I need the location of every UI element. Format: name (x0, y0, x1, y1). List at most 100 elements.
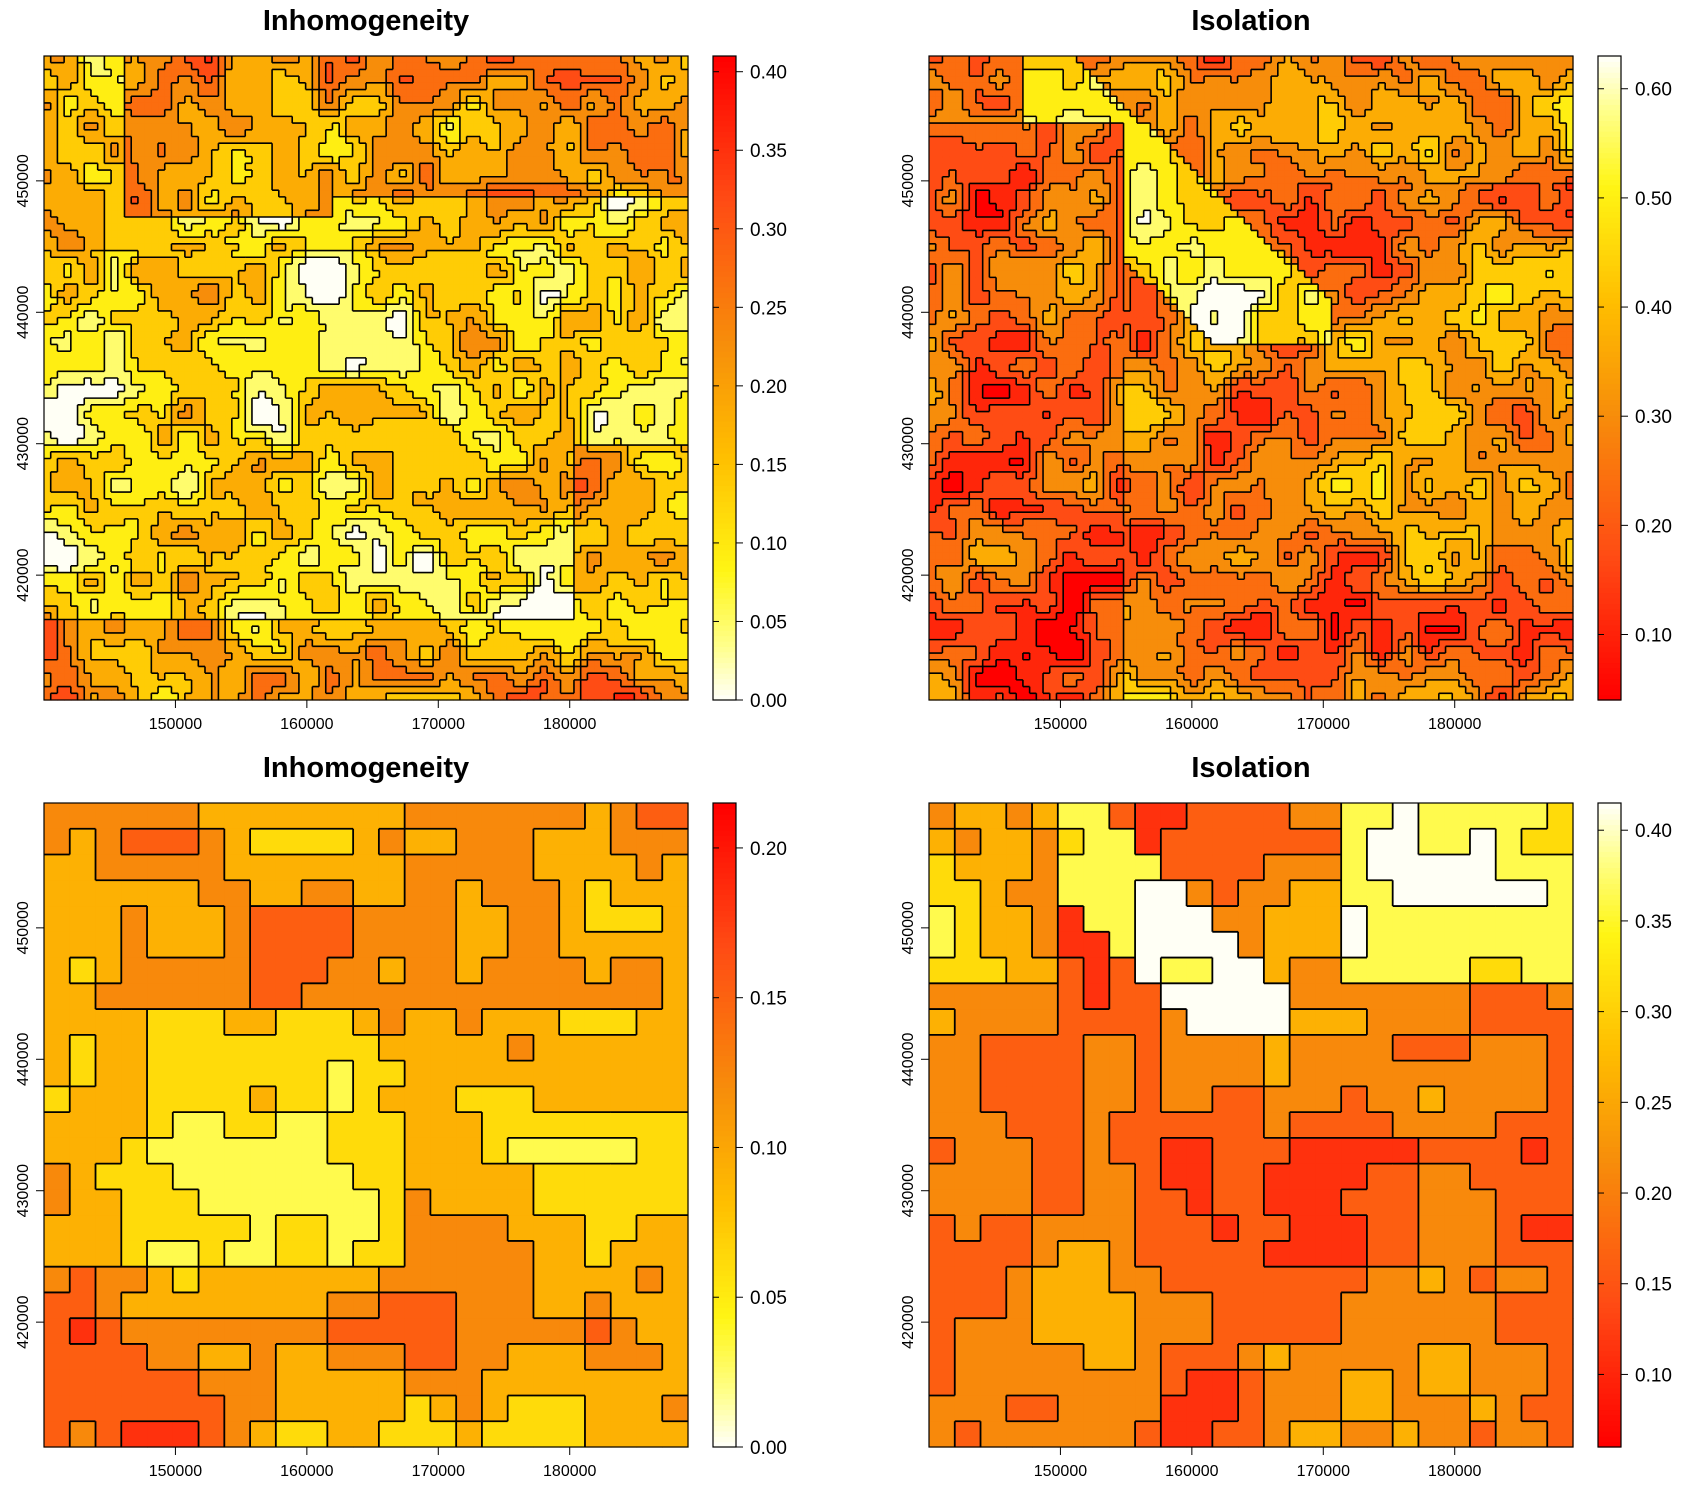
raster-cell (325, 257, 334, 265)
raster-cell (158, 552, 166, 560)
raster-cell (97, 471, 105, 480)
raster-cell (312, 411, 320, 419)
raster-cell (292, 451, 300, 460)
raster-cell (198, 203, 206, 211)
raster-cell (265, 592, 273, 600)
raster-cell (205, 585, 213, 594)
raster-cell (272, 170, 280, 178)
raster-cell (70, 438, 79, 446)
raster-cell (205, 62, 213, 71)
raster-cell (265, 673, 273, 681)
raster-cell (158, 69, 166, 77)
raster-cell (231, 512, 240, 520)
raster-cell (164, 545, 173, 554)
raster-cell (305, 599, 313, 607)
raster-cell (70, 579, 79, 587)
raster-cell (272, 398, 280, 406)
raster-cell (124, 398, 132, 406)
raster-cell (245, 492, 253, 500)
raster-cell (77, 679, 85, 688)
raster-cell (359, 69, 367, 77)
raster-cell (211, 639, 220, 647)
raster-cell (84, 82, 92, 91)
raster-cell (90, 237, 99, 245)
raster-cell (292, 404, 300, 413)
raster-cell (70, 243, 79, 252)
raster-cell (84, 270, 92, 278)
raster-cell (164, 686, 173, 694)
raster-cell (366, 498, 374, 507)
raster-cell (117, 196, 126, 205)
raster-cell (339, 270, 347, 278)
raster-cell (292, 626, 300, 634)
raster-cell (285, 196, 293, 205)
raster-cell (64, 539, 72, 547)
raster-cell (312, 183, 320, 191)
raster-cell (158, 612, 166, 621)
raster-cell (64, 364, 72, 372)
raster-cell (117, 257, 126, 265)
raster-cell (164, 243, 173, 252)
raster-cell (359, 532, 367, 540)
raster-cell (198, 632, 206, 641)
raster-cell (178, 612, 186, 621)
raster-cell (298, 89, 307, 97)
raster-cell (50, 659, 59, 668)
raster-cell (345, 223, 354, 232)
raster-cell (198, 539, 206, 547)
raster-cell (137, 176, 146, 185)
raster-cell (231, 666, 240, 674)
raster-cell (205, 129, 213, 138)
raster-cell (124, 391, 132, 399)
raster-cell (359, 585, 367, 594)
raster-cell (124, 404, 132, 413)
raster-cell (124, 149, 132, 158)
raster-cell (104, 62, 112, 71)
raster-cell (298, 62, 307, 71)
raster-cell (191, 56, 199, 64)
raster-cell (144, 666, 152, 674)
raster-cell (272, 612, 280, 621)
raster-cell (245, 612, 253, 621)
raster-cell (258, 123, 266, 131)
raster-cell (379, 297, 387, 305)
raster-cell (319, 552, 327, 560)
raster-cell (57, 203, 65, 211)
raster-cell (151, 364, 159, 372)
raster-cell (84, 76, 92, 84)
raster-cell (117, 498, 126, 507)
raster-cell (272, 123, 280, 131)
raster-cell (265, 190, 273, 198)
raster-cell (218, 606, 226, 614)
raster-cell (298, 525, 307, 533)
raster-cell (211, 626, 220, 634)
raster-cell (124, 351, 132, 359)
raster-cell (44, 418, 52, 426)
raster-cell (205, 391, 213, 399)
raster-cell (305, 263, 313, 272)
raster-cell (265, 639, 273, 647)
raster-cell (171, 471, 179, 480)
raster-cell (231, 149, 240, 158)
raster-cell (131, 82, 139, 91)
raster-cell (77, 585, 85, 594)
raster-cell (319, 505, 327, 513)
raster-cell (164, 384, 173, 393)
raster-cell (245, 96, 253, 104)
raster-cell (171, 250, 179, 258)
raster-cell (298, 217, 307, 225)
raster-cell (352, 324, 360, 332)
raster-cell (205, 324, 213, 332)
raster-cell (379, 626, 387, 634)
raster-cell (144, 203, 152, 211)
raster-cell (218, 89, 226, 97)
raster-cell (379, 559, 387, 567)
raster-cell (171, 592, 179, 600)
raster-cell (158, 284, 166, 292)
raster-cell (84, 116, 92, 124)
raster-cell (198, 257, 206, 265)
raster-cell (272, 431, 280, 439)
raster-cell (104, 686, 112, 694)
raster-cell (245, 592, 253, 600)
raster-cell (251, 612, 260, 621)
